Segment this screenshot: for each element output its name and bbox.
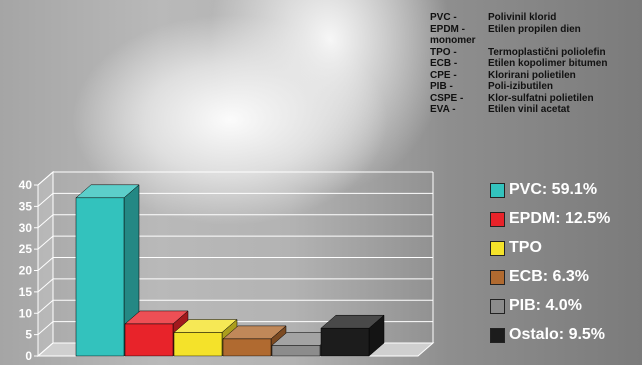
legend-swatch bbox=[490, 240, 505, 256]
abbreviation-row: EPDM - Etilen propilen dien bbox=[430, 24, 642, 36]
legend-label: EPDM: 12.5% bbox=[509, 210, 611, 227]
gridline-side bbox=[37, 278, 54, 293]
abbreviation-definition: Etilen kopolimer bitumen bbox=[488, 58, 608, 69]
legend-item: TPO bbox=[490, 236, 610, 260]
y-tick-label: 15 bbox=[19, 285, 33, 299]
bar-front bbox=[124, 323, 174, 357]
abbreviation-code: ECB - bbox=[430, 58, 458, 69]
legend-swatch bbox=[490, 298, 505, 314]
gridline-side bbox=[37, 299, 54, 314]
share-legend: PVC: 59.1% EPDM: 12.5% TPO ECB: 6.3% PIB: 4.… bbox=[490, 178, 610, 352]
abbreviation-row: PIB - Poli-izibutilen bbox=[430, 81, 642, 93]
gridline-side bbox=[37, 214, 54, 229]
bar-front bbox=[222, 338, 272, 357]
bar-front bbox=[173, 332, 223, 357]
bar-tpo bbox=[173, 318, 238, 357]
legend-item: PVC: 59.1% bbox=[490, 178, 610, 202]
abbreviation-row: CSPE - Klor-sulfatni polietilen bbox=[430, 93, 642, 105]
legend-label: PVC: 59.1% bbox=[509, 181, 598, 198]
abbreviation-code: CSPE - bbox=[430, 92, 464, 104]
chart-bars bbox=[75, 184, 385, 357]
abbreviation-definition: Termoplastični poliolefin bbox=[488, 46, 606, 58]
legend-label: Ostalo: 9.5% bbox=[509, 326, 606, 343]
gridline-side bbox=[37, 342, 54, 357]
abbreviation-row: ECB - Etilen kopolimer bitumen bbox=[430, 58, 642, 70]
y-tick-label: 40 bbox=[19, 178, 33, 192]
abbreviation-code: PIB - bbox=[430, 81, 453, 92]
abbreviation-code: EPDM - bbox=[430, 23, 465, 35]
legend-item: Ostalo: 9.5% bbox=[490, 323, 610, 347]
chart-axis: 0 5 10 15 20 25 30 35 40 bbox=[19, 178, 39, 363]
legend-swatch bbox=[490, 211, 505, 227]
bar-front bbox=[75, 197, 125, 357]
legend-label: ECB: 6.3% bbox=[509, 268, 590, 285]
abbreviation-code: CPE - bbox=[430, 69, 457, 81]
abbreviation-definition: Etilen vinil acetat bbox=[488, 104, 570, 115]
gridline-side bbox=[37, 321, 54, 336]
abbreviation-code: PVC - bbox=[430, 12, 457, 23]
abbreviation-legend: PVC - Polivinil klorid EPDM - Etilen propil… bbox=[430, 12, 642, 116]
abbreviation-definition: Polivinil klorid bbox=[488, 12, 557, 23]
gridline-side bbox=[37, 235, 54, 250]
legend-item: EPDM: 12.5% bbox=[490, 207, 610, 231]
bar-pvc bbox=[75, 184, 140, 357]
legend-label: PIB: 4.0% bbox=[509, 297, 582, 314]
abbreviation-definition: Klorirani polietilen bbox=[488, 69, 576, 81]
y-tick-label: 0 bbox=[25, 349, 32, 363]
abbreviation-row: CPE - Klorirani polietilen bbox=[430, 70, 642, 82]
bar-ostalo bbox=[320, 314, 385, 357]
legend-label: TPO bbox=[509, 239, 542, 256]
abbreviation-definition: Poli-izibutilen bbox=[488, 81, 553, 92]
abbreviation-code: TPO - bbox=[430, 46, 457, 58]
gridline-side bbox=[37, 171, 54, 186]
abbreviation-row: TPO - Termoplastični poliolefin bbox=[430, 47, 642, 59]
abbreviation-row: PVC - Polivinil klorid bbox=[430, 12, 642, 24]
legend-item: PIB: 4.0% bbox=[490, 294, 610, 318]
y-tick-label: 35 bbox=[19, 199, 33, 213]
legend-swatch bbox=[490, 269, 505, 285]
gridline-side bbox=[37, 257, 54, 271]
y-tick-label: 5 bbox=[25, 328, 32, 342]
abbreviation-row: EVA - Etilen vinil acetat bbox=[430, 104, 642, 116]
abbreviation-definition-continuation: monomer bbox=[430, 35, 476, 46]
gridline-side bbox=[37, 192, 54, 207]
bar-front bbox=[271, 345, 321, 357]
bar-front bbox=[320, 327, 370, 357]
y-tick-label: 25 bbox=[19, 242, 33, 256]
y-tick-label: 10 bbox=[19, 306, 33, 320]
legend-item: ECB: 6.3% bbox=[490, 265, 610, 289]
y-tick-label: 20 bbox=[19, 264, 33, 278]
abbreviation-code: EVA - bbox=[430, 104, 456, 115]
legend-swatch bbox=[490, 182, 505, 198]
legend-swatch bbox=[490, 327, 505, 343]
abbreviation-definition: Klor-sulfatni polietilen bbox=[488, 92, 594, 104]
abbreviation-definition: Etilen propilen dien bbox=[488, 23, 581, 35]
y-tick-label: 30 bbox=[19, 221, 33, 235]
